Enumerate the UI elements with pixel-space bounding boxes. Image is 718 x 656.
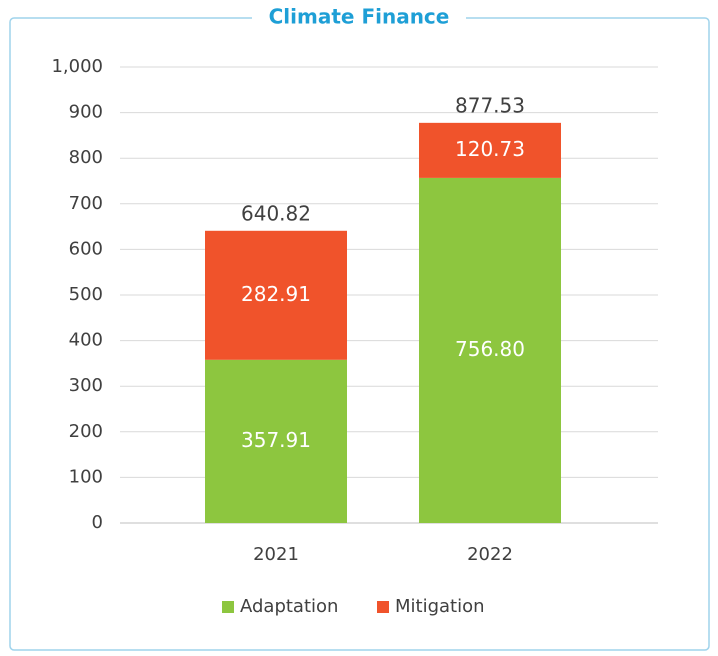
data-label: 756.80 — [455, 337, 525, 361]
y-tick-label: 400 — [69, 330, 103, 351]
y-tick-label: 900 — [69, 102, 103, 123]
x-tick-label: 2021 — [253, 544, 299, 565]
total-label: 640.82 — [241, 201, 311, 225]
y-tick-label: 0 — [92, 512, 103, 533]
bar-segment — [205, 230, 347, 360]
bar-segment — [419, 122, 561, 178]
legend-swatch — [222, 601, 234, 613]
total-label: 877.53 — [455, 93, 525, 117]
y-tick-label: 100 — [69, 466, 103, 487]
y-tick-label: 1,000 — [51, 56, 103, 77]
x-tick-label: 2022 — [467, 544, 513, 565]
data-label: 282.91 — [241, 282, 311, 306]
bar-segment — [419, 177, 561, 523]
y-tick-label: 700 — [69, 193, 103, 214]
bar-segment — [205, 359, 347, 523]
y-tick-label: 600 — [69, 238, 103, 259]
legend-label: Mitigation — [395, 596, 485, 617]
y-tick-label: 500 — [69, 284, 103, 305]
chart-title: Climate Finance — [269, 5, 450, 29]
y-tick-label: 800 — [69, 147, 103, 168]
legend-label: Adaptation — [240, 596, 338, 617]
y-tick-label: 200 — [69, 421, 103, 442]
title-backdrop — [252, 6, 466, 32]
data-label: 357.91 — [241, 428, 311, 452]
y-tick-label: 300 — [69, 375, 103, 396]
data-label: 120.73 — [455, 137, 525, 161]
legend-swatch — [377, 601, 389, 613]
